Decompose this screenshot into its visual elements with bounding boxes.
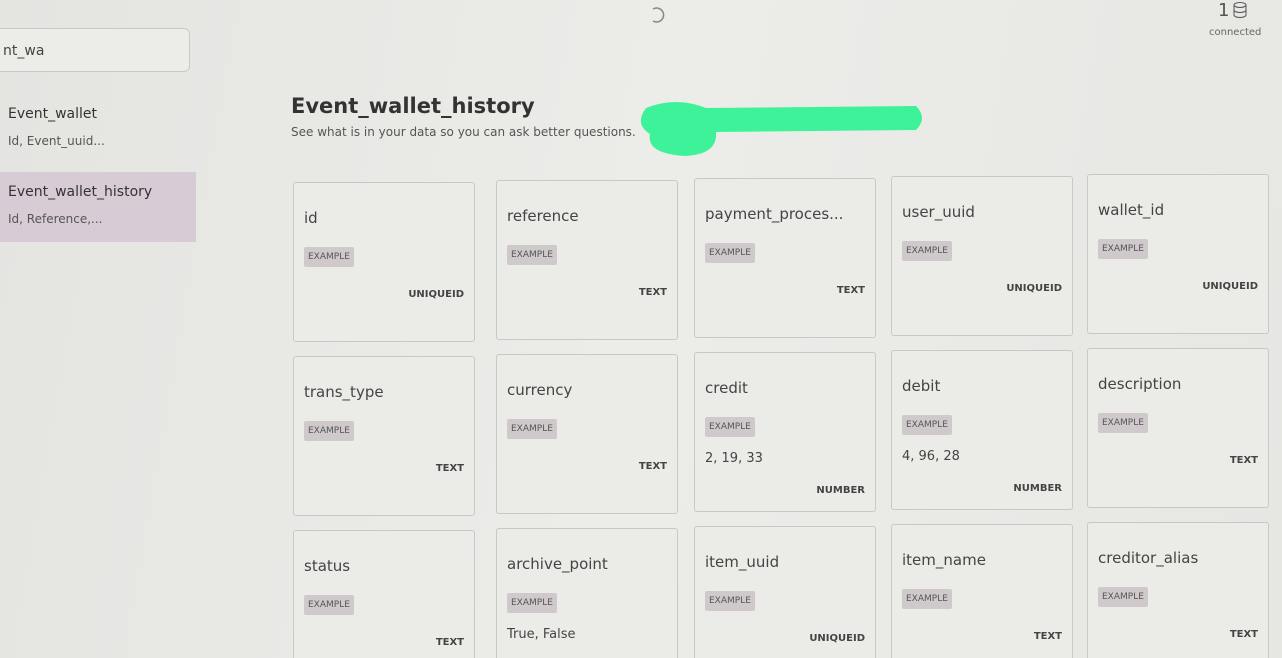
example-badge: EXAMPLE bbox=[304, 247, 354, 267]
table-fields: Id, Event_uuid... bbox=[8, 134, 105, 148]
example-badge: EXAMPLE bbox=[705, 243, 755, 263]
sidebar-item[interactable]: Event_wallet Id, Event_uuid... bbox=[0, 94, 196, 164]
database-icon bbox=[1233, 2, 1247, 18]
example-badge: EXAMPLE bbox=[507, 245, 557, 265]
search-box[interactable]: nt_wa bbox=[0, 28, 190, 72]
connection-count: 1 bbox=[1218, 0, 1230, 21]
table-name: Event_wallet_history bbox=[8, 184, 153, 200]
field-card[interactable]: user_uuid EXAMPLE UNIQUEID bbox=[891, 176, 1073, 336]
field-card[interactable]: item_name EXAMPLE TEXT bbox=[891, 524, 1073, 658]
field-name: credit bbox=[705, 379, 748, 397]
field-card[interactable]: item_uuid EXAMPLE UNIQUEID bbox=[694, 526, 876, 658]
field-name: creditor_alias bbox=[1098, 549, 1199, 567]
table-name: Event_wallet bbox=[8, 106, 98, 122]
table-fields: Id, Reference,... bbox=[8, 212, 103, 226]
field-name: payment_proces... bbox=[705, 205, 844, 223]
example-badge: EXAMPLE bbox=[705, 591, 755, 611]
example-values: True, False bbox=[507, 627, 576, 642]
field-type: TEXT bbox=[435, 637, 464, 648]
field-name: status bbox=[304, 557, 351, 575]
field-type: TEXT bbox=[1229, 455, 1258, 466]
field-name: reference bbox=[507, 207, 579, 225]
connection-label: connected bbox=[1209, 27, 1262, 38]
field-type: UNIQUEID bbox=[408, 289, 464, 300]
field-type: UNIQUEID bbox=[809, 633, 865, 644]
field-card[interactable]: currency EXAMPLE TEXT bbox=[496, 354, 678, 514]
field-card[interactable]: description EXAMPLE TEXT bbox=[1087, 348, 1269, 508]
example-values: 2, 19, 33 bbox=[705, 451, 763, 466]
field-card[interactable]: archive_point EXAMPLE True, False bbox=[496, 528, 678, 658]
field-card[interactable]: trans_type EXAMPLE TEXT bbox=[293, 356, 475, 516]
field-card[interactable]: status EXAMPLE TEXT bbox=[293, 530, 475, 658]
field-name: wallet_id bbox=[1098, 201, 1165, 219]
field-card[interactable]: debit EXAMPLE 4, 96, 28 NUMBER bbox=[891, 350, 1073, 510]
field-type: TEXT bbox=[638, 287, 667, 298]
field-name: user_uuid bbox=[902, 203, 975, 221]
field-card[interactable]: reference EXAMPLE TEXT bbox=[496, 180, 678, 340]
example-badge: EXAMPLE bbox=[507, 593, 557, 613]
field-card[interactable]: payment_proces... EXAMPLE TEXT bbox=[694, 178, 876, 338]
field-type: NUMBER bbox=[816, 485, 865, 496]
field-type: TEXT bbox=[638, 461, 667, 472]
redaction bbox=[640, 102, 922, 156]
field-name: description bbox=[1098, 375, 1182, 393]
example-badge: EXAMPLE bbox=[1098, 587, 1148, 607]
field-type: TEXT bbox=[1033, 631, 1062, 642]
search-text: nt_wa bbox=[3, 43, 45, 59]
field-type: TEXT bbox=[435, 463, 464, 474]
field-card[interactable]: wallet_id EXAMPLE UNIQUEID bbox=[1087, 174, 1269, 334]
example-badge: EXAMPLE bbox=[1098, 239, 1148, 259]
field-name: archive_point bbox=[507, 555, 608, 573]
field-name: trans_type bbox=[304, 383, 384, 401]
page-subtitle: See what is in your data so you can ask … bbox=[291, 125, 636, 139]
field-name: debit bbox=[902, 377, 941, 395]
example-badge: EXAMPLE bbox=[705, 417, 755, 437]
example-badge: EXAMPLE bbox=[507, 419, 557, 439]
example-badge: EXAMPLE bbox=[304, 595, 354, 615]
field-card[interactable]: creditor_alias EXAMPLE TEXT bbox=[1087, 522, 1269, 658]
field-name: id bbox=[304, 209, 318, 227]
field-type: NUMBER bbox=[1013, 483, 1062, 494]
example-badge: EXAMPLE bbox=[902, 241, 952, 261]
page-title: Event_wallet_history bbox=[291, 94, 535, 118]
field-name: item_uuid bbox=[705, 553, 780, 571]
sidebar-item-selected[interactable]: Event_wallet_history Id, Reference,... bbox=[0, 172, 196, 242]
field-type: TEXT bbox=[836, 285, 865, 296]
example-badge: EXAMPLE bbox=[902, 589, 952, 609]
field-type: UNIQUEID bbox=[1006, 283, 1062, 294]
field-card[interactable]: credit EXAMPLE 2, 19, 33 NUMBER bbox=[694, 352, 876, 512]
loading-spinner bbox=[652, 7, 665, 23]
example-badge: EXAMPLE bbox=[1098, 413, 1148, 433]
field-name: item_name bbox=[902, 551, 986, 569]
field-name: currency bbox=[507, 381, 573, 399]
example-badge: EXAMPLE bbox=[304, 421, 354, 441]
field-card[interactable]: id EXAMPLE UNIQUEID bbox=[293, 182, 475, 342]
field-type: TEXT bbox=[1229, 629, 1258, 640]
example-values: 4, 96, 28 bbox=[902, 449, 960, 464]
example-badge: EXAMPLE bbox=[902, 415, 952, 435]
field-type: UNIQUEID bbox=[1202, 281, 1258, 292]
